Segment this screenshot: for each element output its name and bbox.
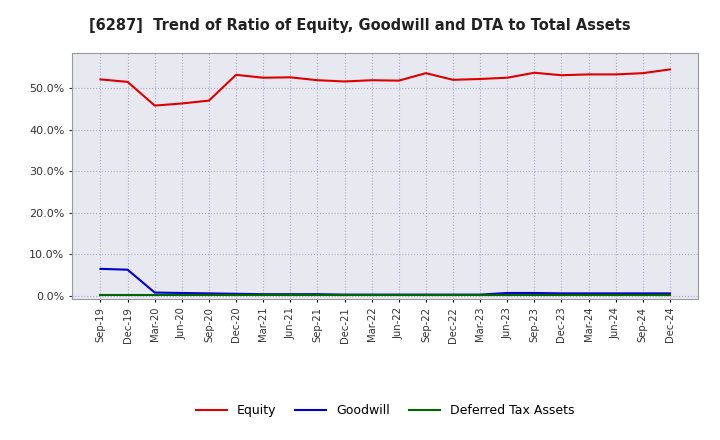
Equity xyxy=(611,72,620,77)
Goodwill xyxy=(476,292,485,297)
Deferred Tax Assets xyxy=(123,293,132,298)
Goodwill xyxy=(395,292,403,297)
Line: Equity: Equity xyxy=(101,70,670,106)
Equity xyxy=(665,67,674,72)
Goodwill xyxy=(584,291,593,296)
Deferred Tax Assets xyxy=(150,293,159,298)
Equity xyxy=(123,79,132,84)
Equity xyxy=(204,98,213,103)
Goodwill xyxy=(367,292,376,297)
Goodwill xyxy=(421,292,430,297)
Equity xyxy=(313,77,322,83)
Goodwill xyxy=(665,291,674,296)
Goodwill xyxy=(204,291,213,296)
Equity xyxy=(232,72,240,77)
Goodwill xyxy=(123,267,132,272)
Deferred Tax Assets xyxy=(449,293,457,298)
Deferred Tax Assets xyxy=(286,293,294,298)
Deferred Tax Assets xyxy=(476,293,485,298)
Deferred Tax Assets xyxy=(503,293,511,298)
Equity xyxy=(150,103,159,108)
Goodwill xyxy=(150,290,159,295)
Text: [6287]  Trend of Ratio of Equity, Goodwill and DTA to Total Assets: [6287] Trend of Ratio of Equity, Goodwil… xyxy=(89,18,631,33)
Goodwill xyxy=(503,290,511,296)
Deferred Tax Assets xyxy=(639,293,647,298)
Line: Goodwill: Goodwill xyxy=(101,269,670,295)
Goodwill xyxy=(259,292,268,297)
Deferred Tax Assets xyxy=(665,293,674,298)
Equity xyxy=(395,78,403,83)
Equity xyxy=(259,75,268,81)
Deferred Tax Assets xyxy=(341,293,349,298)
Legend: Equity, Goodwill, Deferred Tax Assets: Equity, Goodwill, Deferred Tax Assets xyxy=(191,399,580,422)
Goodwill xyxy=(639,291,647,296)
Deferred Tax Assets xyxy=(421,293,430,298)
Goodwill xyxy=(530,290,539,296)
Equity xyxy=(530,70,539,75)
Deferred Tax Assets xyxy=(259,293,268,298)
Goodwill xyxy=(313,292,322,297)
Deferred Tax Assets xyxy=(530,293,539,298)
Deferred Tax Assets xyxy=(611,293,620,298)
Goodwill xyxy=(286,292,294,297)
Equity xyxy=(341,79,349,84)
Equity xyxy=(503,75,511,81)
Goodwill xyxy=(557,291,566,296)
Equity xyxy=(639,70,647,76)
Equity xyxy=(449,77,457,82)
Equity xyxy=(584,72,593,77)
Equity xyxy=(96,77,105,82)
Deferred Tax Assets xyxy=(178,293,186,298)
Goodwill xyxy=(341,292,349,297)
Equity xyxy=(557,73,566,78)
Deferred Tax Assets xyxy=(232,293,240,298)
Equity xyxy=(476,76,485,81)
Goodwill xyxy=(178,290,186,296)
Goodwill xyxy=(611,291,620,296)
Deferred Tax Assets xyxy=(313,293,322,298)
Deferred Tax Assets xyxy=(367,293,376,298)
Deferred Tax Assets xyxy=(557,293,566,298)
Deferred Tax Assets xyxy=(204,293,213,298)
Goodwill xyxy=(449,292,457,297)
Equity xyxy=(178,101,186,106)
Equity xyxy=(421,70,430,76)
Goodwill xyxy=(96,266,105,271)
Goodwill xyxy=(232,291,240,297)
Equity xyxy=(367,77,376,83)
Deferred Tax Assets xyxy=(96,293,105,298)
Deferred Tax Assets xyxy=(584,293,593,298)
Deferred Tax Assets xyxy=(395,293,403,298)
Equity xyxy=(286,75,294,80)
